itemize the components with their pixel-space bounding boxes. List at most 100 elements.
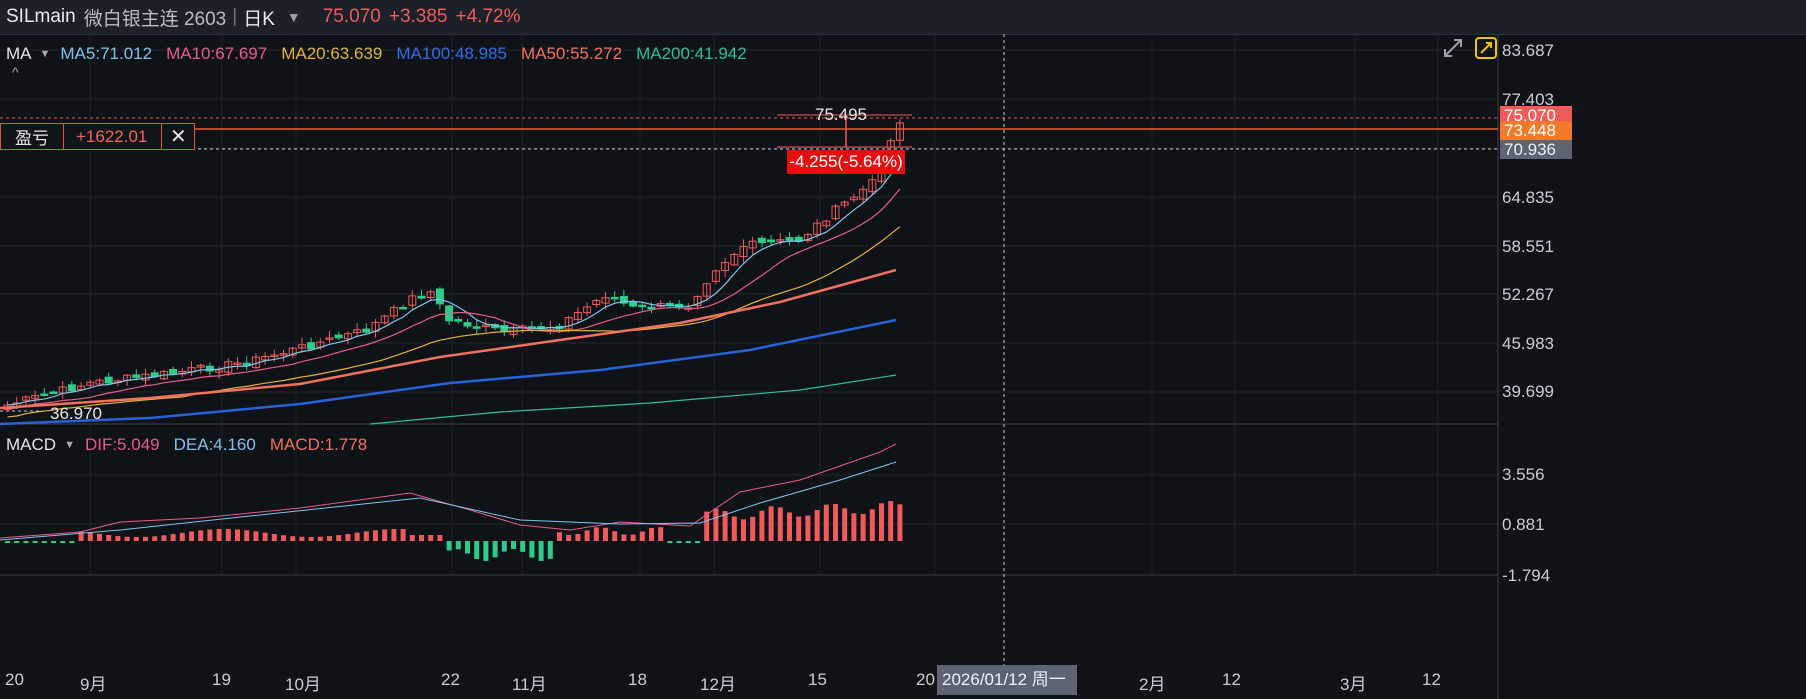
symbol-name[interactable]: 微白银主连 2603 — [83, 8, 227, 30]
candle-body — [638, 304, 647, 308]
time-axis-label: 20 — [5, 670, 24, 689]
candle-body — [307, 342, 316, 350]
symbol-code[interactable]: SILmain — [6, 6, 76, 27]
measure-high-label: 75.495 — [815, 105, 867, 124]
fullscreen-icon[interactable] — [1474, 36, 1498, 60]
macd-legend: MACD ▼ DIF:5.049 DEA:4.160 MACD:1.778 — [6, 435, 381, 455]
candle-body — [629, 301, 638, 307]
macd-bar — [363, 531, 369, 541]
candle-body — [831, 205, 840, 220]
dif-value: DIF:5.049 — [84, 435, 160, 454]
candle-body — [803, 233, 812, 241]
price-axis-label: 77.403 — [1502, 90, 1554, 109]
macd-bar — [722, 511, 728, 541]
time-axis-label: 20 — [916, 670, 935, 689]
candle-body — [389, 306, 398, 317]
candle-body — [840, 201, 849, 206]
macd-bar — [41, 541, 47, 543]
macd-bar — [14, 541, 20, 543]
macd-bar — [244, 530, 250, 541]
candle-body — [205, 365, 214, 372]
time-axis-label: 15 — [808, 670, 827, 689]
macd-bar — [777, 507, 783, 541]
candle-body — [859, 188, 868, 200]
candle-body — [288, 347, 297, 356]
macd-bar — [69, 541, 75, 543]
candle-body — [353, 329, 362, 333]
candle-body — [739, 245, 748, 258]
macd-bar — [419, 535, 424, 541]
ma5-line — [7, 159, 901, 406]
candle-body — [196, 364, 205, 368]
dea-value: DEA:4.160 — [173, 435, 256, 454]
candle-body — [40, 393, 49, 396]
candle-body — [399, 306, 408, 310]
price-change-pct: +4.72% — [455, 6, 521, 27]
macd-bar — [97, 533, 102, 541]
price-axis-label: 83.687 — [1502, 41, 1554, 60]
macd-bar — [437, 535, 443, 541]
collapse-chevron-icon[interactable]: ^ — [12, 64, 19, 80]
macd-bar — [483, 541, 489, 561]
macd-bar — [262, 532, 268, 541]
macd-bar — [170, 534, 176, 541]
position-price-tag: 73.448 — [1500, 121, 1572, 140]
macd-bar — [428, 535, 434, 541]
macd-bar — [676, 541, 682, 543]
ma10-line — [7, 188, 901, 410]
pnl-tag[interactable]: 盈亏 +1622.01 ✕ — [0, 123, 196, 150]
candle-body — [730, 253, 739, 266]
pnl-divider — [63, 124, 64, 149]
candle-body — [822, 220, 831, 227]
candle-body — [270, 354, 279, 358]
expand-icon[interactable] — [1441, 36, 1465, 60]
candle-body — [21, 396, 30, 401]
macd-bar — [869, 509, 875, 541]
macd-dropdown-icon[interactable]: ▼ — [64, 439, 75, 451]
crosshair-date-label: 2026/01/12 周一 — [937, 665, 1077, 695]
candle-body — [610, 296, 619, 300]
close-icon[interactable]: ✕ — [170, 126, 187, 148]
macd-bar — [814, 509, 820, 541]
period-dropdown-icon[interactable]: ▼ — [286, 9, 301, 25]
macd-bar — [216, 529, 222, 541]
ma-dropdown-icon[interactable]: ▼ — [39, 48, 51, 60]
period-selector[interactable]: 日K — [243, 8, 275, 30]
candle-body — [67, 384, 76, 392]
macd-bar — [805, 515, 811, 541]
macd-bar — [888, 501, 894, 541]
macd-bar — [612, 531, 618, 541]
price-change: +3.385 — [388, 6, 448, 27]
macd-bar — [327, 536, 332, 541]
ma200-value: MA200:41.942 — [636, 44, 747, 63]
ma100-line — [0, 318, 897, 426]
last-price: 75.070 — [322, 6, 381, 27]
macd-bar — [630, 534, 636, 541]
macd-bar — [198, 530, 204, 541]
macd-bar — [520, 541, 526, 552]
macd-axis-label: -1.794 — [1502, 566, 1551, 585]
macd-bar — [529, 541, 535, 558]
macd-bar — [796, 516, 802, 541]
candle-body — [435, 288, 444, 305]
macd-bar — [207, 529, 213, 541]
candle-body — [215, 369, 224, 373]
time-axis-label: 3月 — [1340, 675, 1367, 694]
macd-bar — [474, 541, 480, 560]
macd-bar — [759, 510, 765, 541]
time-axis-label: 10月 — [285, 675, 321, 694]
macd-bar — [400, 529, 406, 541]
macd-bar — [649, 527, 654, 541]
macd-bar — [373, 530, 378, 541]
macd-bar — [152, 536, 158, 541]
ma-indicator-label[interactable]: MA — [6, 44, 32, 63]
ma20-value: MA20:63.639 — [281, 44, 383, 63]
candle-body — [573, 312, 582, 321]
macd-bar — [161, 535, 167, 541]
macd-bar — [538, 541, 544, 561]
candle-body — [748, 240, 757, 249]
macd-indicator-label[interactable]: MACD — [6, 435, 57, 454]
candle-body — [693, 295, 702, 306]
candle-body — [454, 318, 463, 322]
